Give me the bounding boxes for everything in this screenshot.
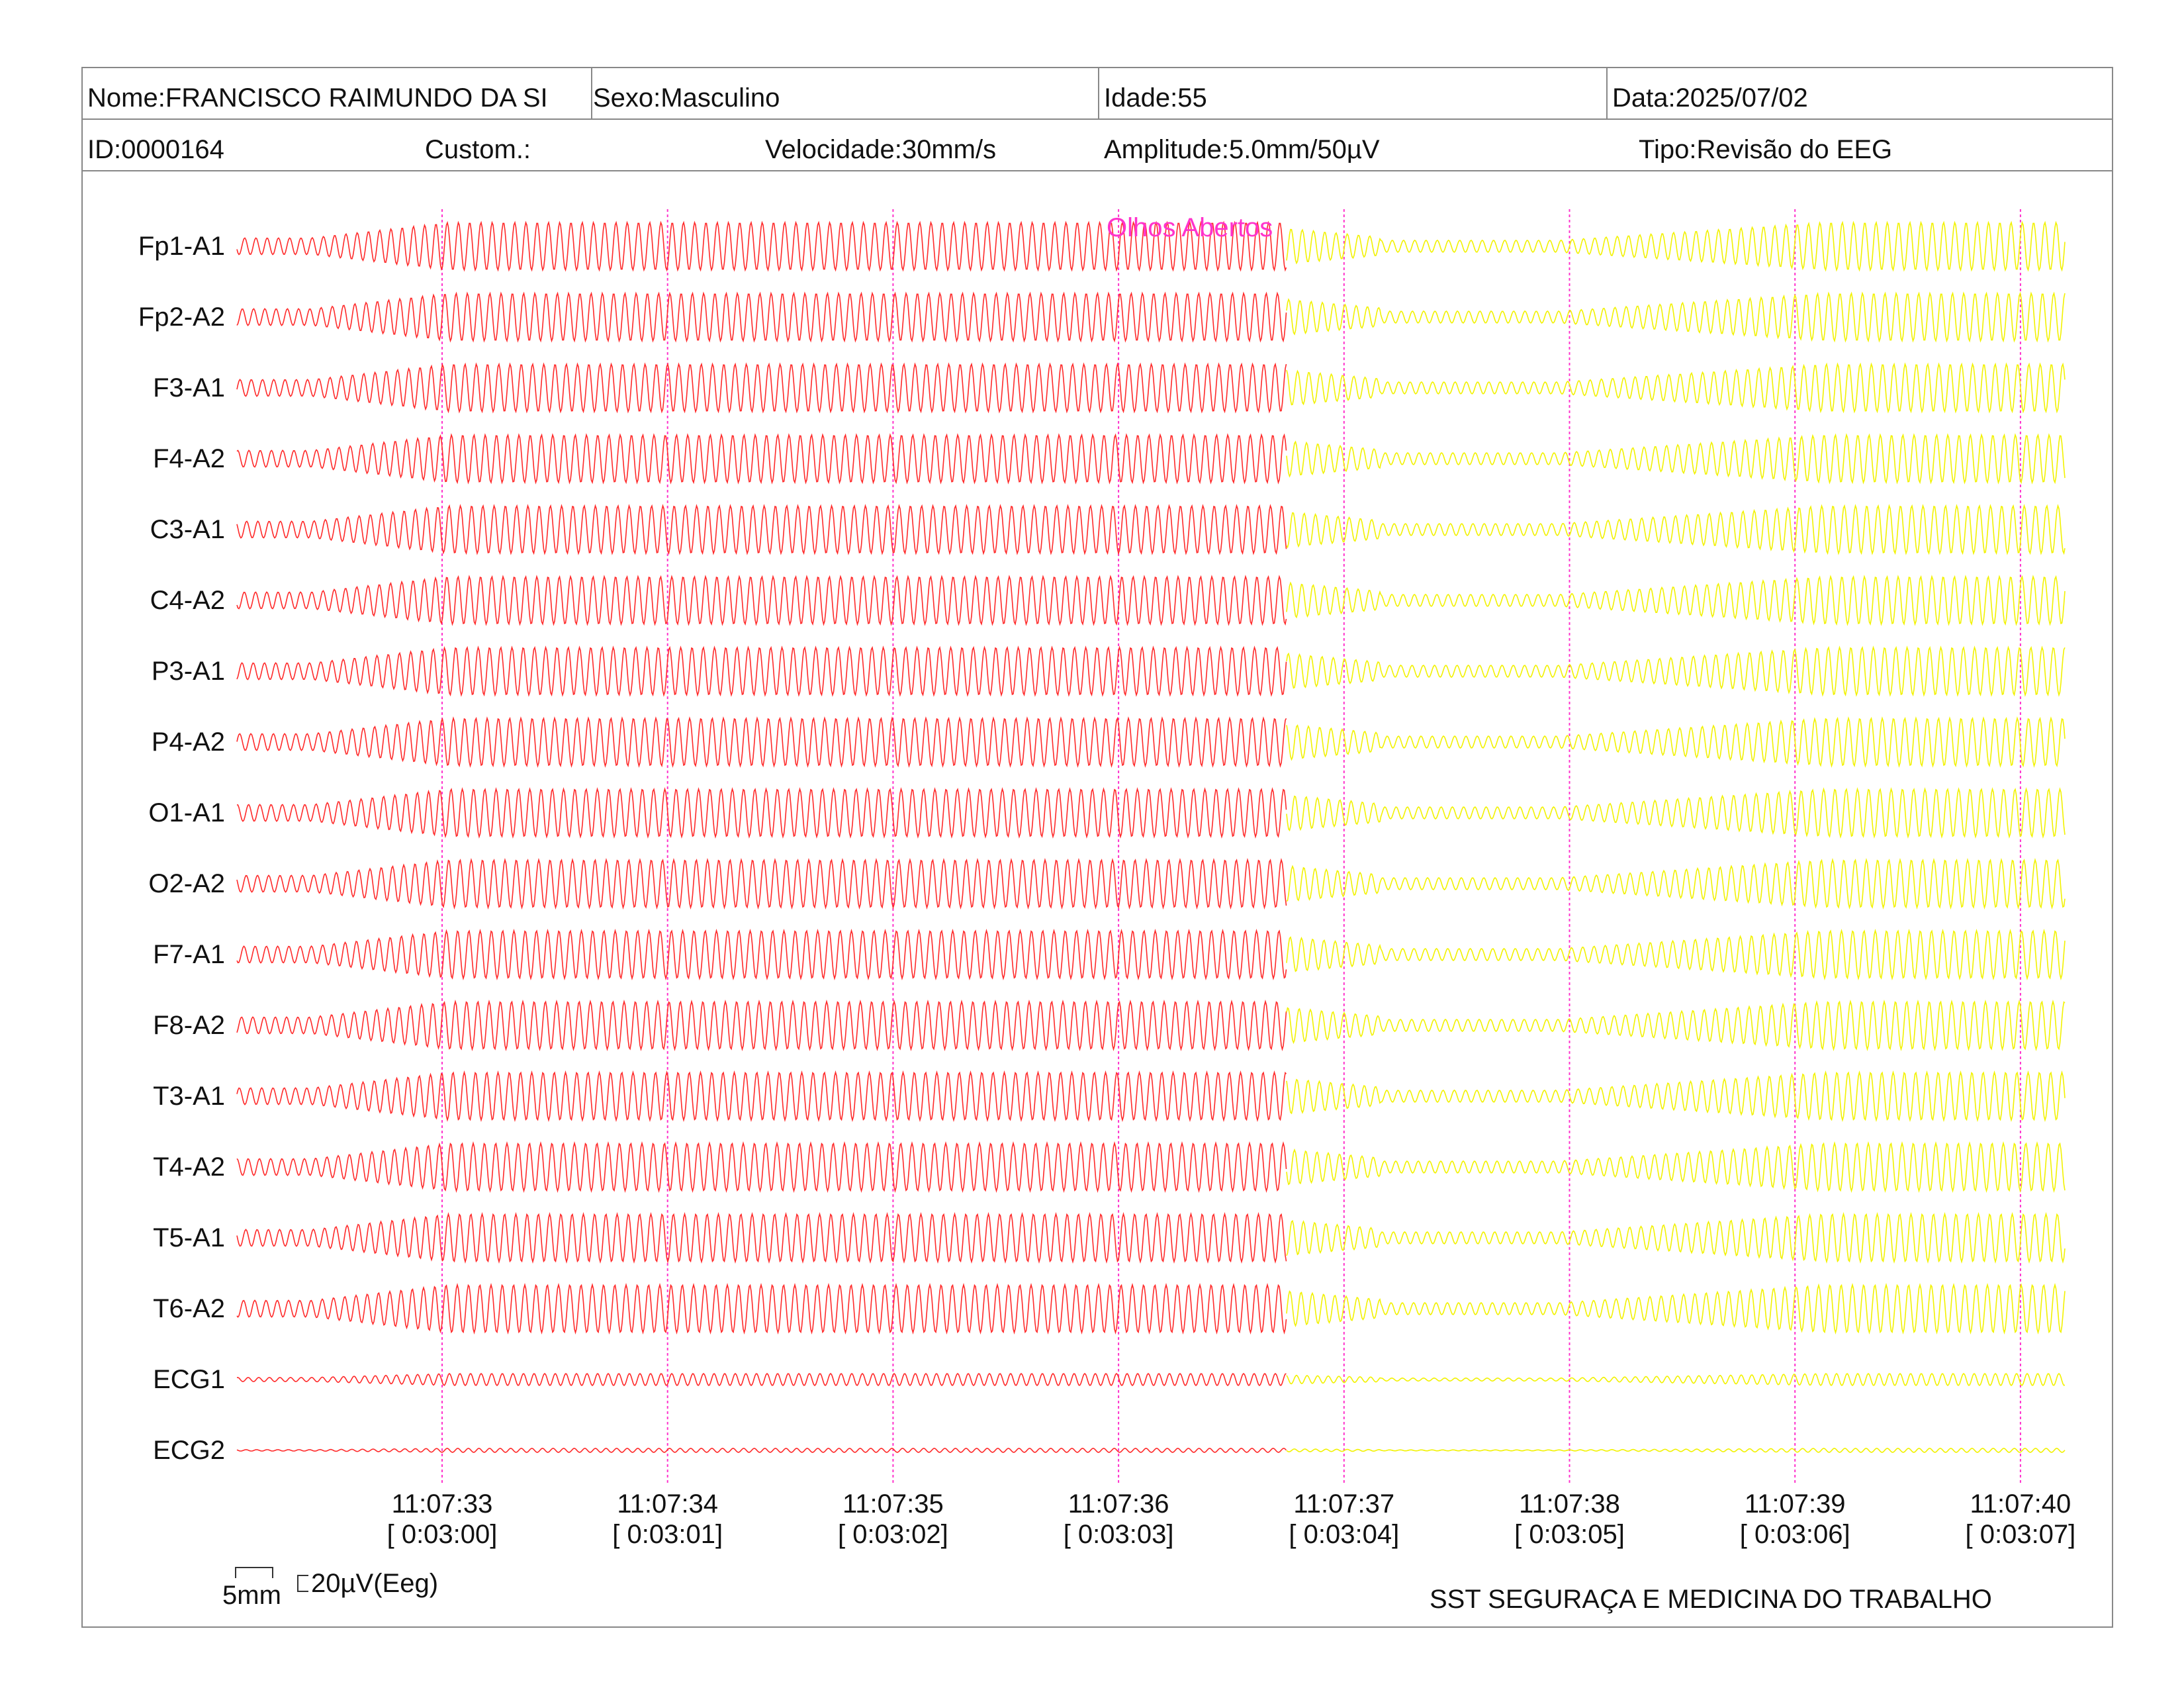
eeg-trace-segment: [236, 1000, 1287, 1051]
eeg-trace-segment: [1286, 1000, 2066, 1051]
channel-label: O1-A1: [148, 798, 225, 827]
eeg-trace-segment: [236, 1212, 1287, 1264]
channel-label: F7-A1: [153, 940, 225, 969]
channel-label: F3-A1: [153, 373, 225, 402]
time-label-clock: 11:07:39: [1744, 1489, 1846, 1519]
eeg-trace-segment: [236, 1141, 1287, 1193]
time-label-clock: 11:07:34: [617, 1489, 719, 1519]
eeg-trace-segment: [236, 1372, 1287, 1387]
eeg-trace-segment: [1286, 645, 2066, 697]
channel-label: C3-A1: [150, 515, 225, 544]
outer-border: [81, 67, 2113, 1628]
time-label-elapsed: [ 0:03:04]: [1289, 1520, 1400, 1549]
eeg-trace-segment: [236, 645, 1287, 697]
eeg-trace-segment: [1286, 1372, 2066, 1387]
patient-id: ID:0000164: [87, 136, 224, 163]
channel-label: P3-A1: [151, 657, 225, 686]
time-label-elapsed: [ 0:03:01]: [612, 1520, 723, 1549]
eeg-trace-segment: [1286, 858, 2066, 910]
eeg-trace-segment: [1286, 787, 2066, 839]
eeg-trace-segment: [1286, 433, 2066, 485]
eeg-trace-segment: [236, 858, 1287, 910]
clinic-name: SST SEGURAÇA E MEDICINA DO TRABALHO: [1430, 1585, 1992, 1614]
channel-label: F4-A2: [153, 444, 225, 473]
time-label-clock: 11:07:38: [1519, 1489, 1620, 1519]
time-label-elapsed: [ 0:03:06]: [1739, 1520, 1850, 1549]
exam-date: Data:2025/07/02: [1612, 85, 1808, 111]
eeg-trace-segment: [236, 787, 1287, 839]
eeg-trace-segment: [1286, 220, 2066, 272]
scale-amplitude-label: 20µV(Eeg): [311, 1569, 439, 1598]
eeg-trace-segment: [1286, 1283, 2066, 1335]
time-label-elapsed: [ 0:03:07]: [1965, 1520, 2076, 1549]
eeg-trace-segment: [236, 433, 1287, 485]
eeg-trace-segment: [1286, 929, 2066, 980]
scale-amplitude-mark: [297, 1575, 308, 1592]
eeg-trace-segment: [1286, 1070, 2066, 1122]
custom-field: Custom.:: [425, 136, 531, 163]
eeg-trace-segment: [1286, 1448, 2066, 1453]
channel-label: F8-A2: [153, 1011, 225, 1040]
channel-label: T6-A2: [153, 1294, 225, 1323]
channel-label: T5-A1: [153, 1223, 225, 1252]
time-label-clock: 11:07:33: [391, 1489, 493, 1519]
eeg-trace-segment: [1286, 716, 2066, 768]
eeg-trace-segment: [1286, 1212, 2066, 1264]
channel-label: Fp2-A2: [138, 303, 225, 332]
eeg-trace-segment: [236, 291, 1287, 343]
patient-sex: Sexo:Masculino: [593, 85, 780, 111]
eeg-trace-segment: [1286, 504, 2066, 555]
eeg-trace-segment: [236, 220, 1287, 272]
eeg-trace-segment: [236, 1283, 1287, 1335]
eeg-trace-segment: [236, 929, 1287, 980]
eeg-trace-segment: [1286, 575, 2066, 626]
channel-label: O2-A2: [148, 869, 225, 898]
recording-amplitude: Amplitude:5.0mm/50µV: [1104, 136, 1380, 163]
event-annotation: Olhos Abertos: [1107, 213, 1273, 242]
channel-label: T3-A1: [153, 1082, 225, 1111]
patient-name: Nome:FRANCISCO RAIMUNDO DA SI: [87, 85, 548, 111]
channel-label: ECG1: [153, 1365, 225, 1394]
eeg-trace-segment: [1286, 362, 2066, 414]
eeg-trace-segment: [236, 1448, 1287, 1453]
eeg-trace-segment: [236, 575, 1287, 626]
second-markers: [441, 209, 2021, 1483]
eeg-trace-segment: [236, 504, 1287, 555]
report-type: Tipo:Revisão do EEG: [1639, 136, 1893, 163]
channel-label: C4-A2: [150, 586, 225, 615]
eeg-trace-segment: [236, 716, 1287, 768]
time-label-elapsed: [ 0:03:00]: [387, 1520, 498, 1549]
time-label-elapsed: [ 0:03:02]: [837, 1520, 948, 1549]
scale-length-label: 5mm: [222, 1581, 281, 1610]
scale-length-mark: [235, 1567, 273, 1578]
eeg-trace-segment: [236, 362, 1287, 414]
time-label-clock: 11:07:37: [1293, 1489, 1395, 1519]
time-label-clock: 11:07:36: [1068, 1489, 1169, 1519]
scale-bar: [235, 1567, 308, 1592]
time-label-elapsed: [ 0:03:05]: [1514, 1520, 1625, 1549]
channel-label: T4-A2: [153, 1152, 225, 1182]
channel-label: ECG2: [153, 1436, 225, 1465]
channel-label: P4-A2: [151, 727, 225, 757]
recording-speed: Velocidade:30mm/s: [765, 136, 997, 163]
time-label-clock: 11:07:40: [1970, 1489, 2071, 1519]
eeg-trace-segment: [1286, 291, 2066, 343]
eeg-trace-segment: [1286, 1141, 2066, 1193]
eeg-traces: [236, 220, 2066, 1453]
eeg-trace-segment: [236, 1070, 1287, 1122]
time-label-elapsed: [ 0:03:03]: [1063, 1520, 1174, 1549]
patient-age: Idade:55: [1104, 85, 1207, 111]
channel-label: Fp1-A1: [138, 232, 225, 261]
time-label-clock: 11:07:35: [842, 1489, 944, 1519]
